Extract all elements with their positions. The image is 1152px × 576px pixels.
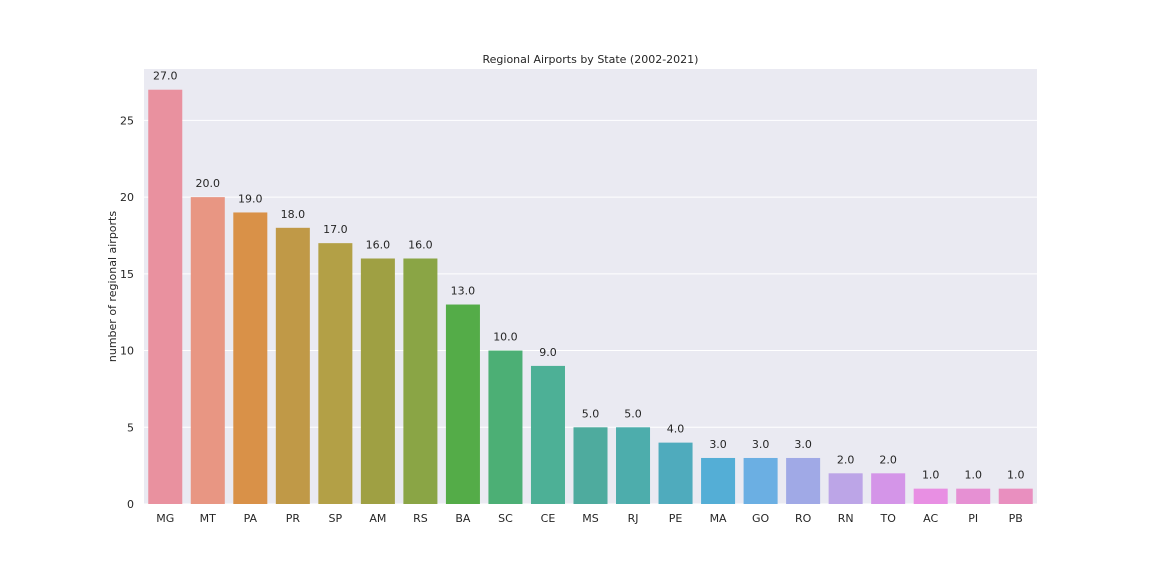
data-label-ac: 1.0 (922, 469, 940, 482)
data-label-ms: 5.0 (582, 407, 600, 420)
data-label-sc: 10.0 (493, 331, 518, 344)
bar-to (871, 473, 906, 504)
x-tick-label-ma: MA (710, 512, 727, 525)
data-label-mg: 27.0 (153, 70, 178, 83)
bar-ms (573, 427, 608, 504)
x-tick-label-am: AM (369, 512, 386, 525)
x-tick-label-ro: RO (795, 512, 812, 525)
bar-rj (616, 427, 651, 504)
data-label-pr: 18.0 (281, 208, 306, 221)
y-tick-label: 10 (120, 345, 134, 358)
data-labels: 27.0 20.0 19.0 18.0 17.0 16.0 16.0 13.0 10.0 9.0 5… (153, 70, 1024, 482)
x-tick-label-mg: MG (156, 512, 174, 525)
x-tick-label-rn: RN (838, 512, 854, 525)
bar-mg (148, 89, 183, 504)
data-label-rn: 2.0 (837, 453, 855, 466)
data-label-ma: 3.0 (709, 438, 727, 451)
data-label-ba: 13.0 (451, 285, 476, 298)
y-tick-label: 25 (120, 114, 134, 127)
data-label-pe: 4.0 (667, 423, 685, 436)
bar-ac (913, 488, 948, 504)
bar-ba (445, 304, 480, 504)
bar-am (360, 258, 395, 504)
x-tick-label-sp: SP (329, 512, 343, 525)
y-tick-labels: 0 5 10 15 20 25 (120, 114, 134, 511)
bar-rn (828, 473, 863, 504)
data-label-am: 16.0 (366, 238, 391, 251)
x-tick-label-rs: RS (413, 512, 428, 525)
x-tick-label-pb: PB (1009, 512, 1023, 525)
bar-ro (786, 457, 821, 504)
x-tick-label-sc: SC (498, 512, 513, 525)
y-tick-label: 20 (120, 191, 134, 204)
x-tick-label-mt: MT (200, 512, 216, 525)
data-label-pb: 1.0 (1007, 469, 1025, 482)
x-tick-label-pi: PI (968, 512, 978, 525)
bar-mt (190, 197, 225, 504)
x-tick-label-go: GO (752, 512, 770, 525)
bar-ma (701, 457, 736, 504)
x-tick-label-rj: RJ (628, 512, 639, 525)
data-label-ro: 3.0 (794, 438, 812, 451)
y-tick-label: 5 (127, 421, 134, 434)
data-label-ce: 9.0 (539, 346, 557, 359)
x-tick-label-pe: PE (669, 512, 683, 525)
data-label-pi: 1.0 (964, 469, 982, 482)
data-label-rj: 5.0 (624, 407, 642, 420)
bar-ce (530, 365, 565, 504)
bar-go (743, 457, 778, 504)
bar-pe (658, 442, 693, 504)
data-label-to: 2.0 (879, 453, 897, 466)
x-tick-label-ba: BA (455, 512, 471, 525)
y-axis-title: number of regional airports (106, 211, 119, 362)
bar-rs (403, 258, 438, 504)
data-label-go: 3.0 (752, 438, 770, 451)
y-tick-label: 15 (120, 268, 134, 281)
data-label-mt: 20.0 (196, 177, 221, 190)
bar-pa (233, 212, 268, 504)
bar-sc (488, 350, 523, 504)
data-label-rs: 16.0 (408, 238, 433, 251)
data-label-sp: 17.0 (323, 223, 348, 236)
bar-pb (998, 488, 1033, 504)
y-tick-label: 0 (127, 498, 134, 511)
bar-sp (318, 243, 353, 504)
data-label-pa: 19.0 (238, 192, 263, 205)
x-tick-label-ac: AC (923, 512, 938, 525)
bars (148, 89, 1033, 505)
bar-pi (956, 488, 991, 504)
chart-title: Regional Airports by State (2002-2021) (483, 53, 699, 66)
x-tick-label-pr: PR (286, 512, 301, 525)
x-tick-label-ms: MS (582, 512, 598, 525)
x-tick-label-to: TO (879, 512, 896, 525)
x-tick-label-ce: CE (541, 512, 556, 525)
x-tick-labels: MG MT PA PR SP AM RS BA SC CE MS RJ PE MA GO RO RN TO AC PI… (156, 512, 1023, 525)
bar-pr (275, 227, 310, 505)
x-tick-label-pa: PA (244, 512, 258, 525)
